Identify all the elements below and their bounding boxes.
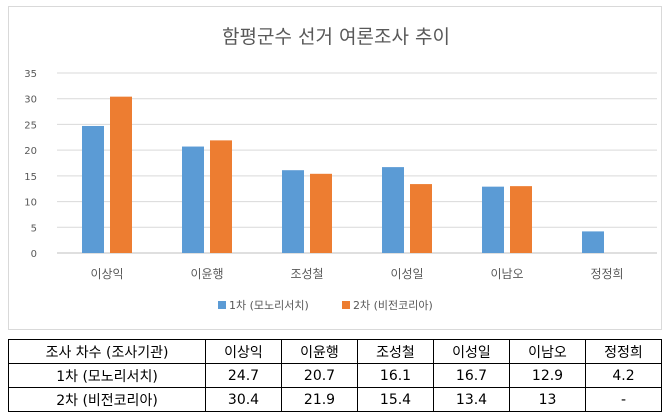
bar: [382, 167, 404, 253]
legend-swatch: [342, 301, 350, 309]
bar: [210, 140, 232, 253]
table-cell: 24.7: [205, 363, 282, 388]
table-header-cell: 조사 차수 (조사기관): [8, 339, 206, 364]
bar: [510, 186, 532, 253]
y-tick-label: 5: [31, 223, 37, 234]
x-tick-label: 이윤행: [190, 266, 223, 281]
chart-title: 함평군수 선거 여론조사 추이: [222, 26, 450, 48]
legend: 1차 (모노리서치) 2차 (비전코리아): [218, 299, 433, 312]
table-header-cell: 조성철: [357, 339, 434, 364]
data-table: 조사 차수 (조사기관) 이상익 이윤행 조성철 이성일 이남오 정정희 1차 …: [8, 339, 662, 412]
x-tick-label: 조성철: [290, 267, 323, 281]
table-header-cell: 이윤행: [281, 339, 358, 364]
y-tick-label: 0: [31, 249, 37, 260]
x-tick-label: 이성일: [390, 267, 423, 281]
legend-swatch: [218, 301, 226, 309]
bar: [282, 170, 304, 253]
table-header-cell: 이남오: [509, 339, 586, 364]
y-tick-label: 25: [24, 120, 37, 131]
table-cell: 16.1: [357, 363, 434, 388]
table-cell: 16.7: [433, 363, 510, 388]
x-tick-label: 이상익: [90, 267, 123, 281]
y-tick-label: 15: [24, 172, 37, 183]
x-tick-label: 이남오: [490, 267, 523, 281]
table-cell: -: [585, 387, 662, 412]
bar: [582, 231, 604, 253]
table-cell: 13: [509, 387, 586, 412]
bars: [82, 96, 604, 254]
y-tick-label: 20: [24, 146, 37, 157]
table-cell: 4.2: [585, 363, 662, 388]
table-cell: 30.4: [205, 387, 282, 412]
gridlines: [57, 72, 657, 254]
bar: [110, 96, 132, 254]
bar: [482, 186, 504, 253]
table-header-row: 조사 차수 (조사기관) 이상익 이윤행 조성철 이성일 이남오 정정희: [8, 339, 662, 364]
table-header-cell: 정정희: [585, 339, 662, 364]
table-cell: 12.9: [509, 363, 586, 388]
y-tick-label: 30: [24, 95, 37, 106]
table-header-cell: 이성일: [433, 339, 510, 364]
table-cell: 15.4: [357, 387, 434, 412]
bar: [182, 146, 204, 253]
y-tick-label: 35: [24, 69, 37, 80]
table-cell: 21.9: [281, 387, 358, 412]
y-tick-label: 10: [24, 198, 37, 209]
table-cell: 20.7: [281, 363, 358, 388]
chart-area: 함평군수 선거 여론조사 추이 0 5 10 15 20 25 30 35 이상익 이윤행 조성철 이…: [8, 6, 662, 330]
bar: [82, 125, 104, 253]
table-cell: 1차 (모노리서치): [8, 363, 206, 388]
axes: 0 5 10 15 20 25 30 35 이상익 이윤행 조성철 이성일 이남오 정정희: [24, 69, 623, 281]
table-row: 1차 (모노리서치) 24.7 20.7 16.1 16.7 12.9 4.2: [8, 363, 662, 388]
legend-label: 1차 (모노리서치): [229, 299, 309, 312]
bar-chart: 함평군수 선거 여론조사 추이 0 5 10 15 20 25 30 35 이상익 이윤행 조성철 이…: [24, 26, 657, 312]
table-header-cell: 이상익: [205, 339, 282, 364]
bar: [310, 173, 332, 253]
table-row: 2차 (비전코리아) 30.4 21.9 15.4 13.4 13 -: [8, 387, 662, 412]
table-cell: 13.4: [433, 387, 510, 412]
table-cell: 2차 (비전코리아): [8, 387, 206, 412]
x-tick-label: 정정희: [590, 267, 623, 281]
legend-label: 2차 (비전코리아): [353, 299, 433, 312]
bar: [410, 184, 432, 253]
